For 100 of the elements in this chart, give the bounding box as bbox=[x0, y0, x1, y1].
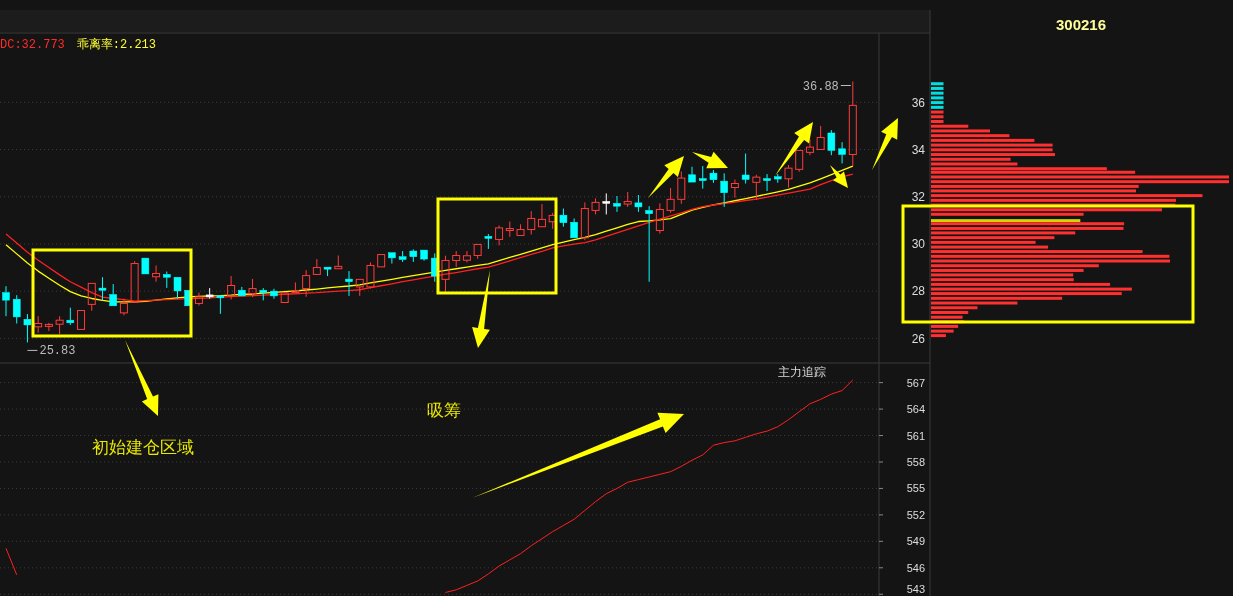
candlestick bbox=[87, 282, 96, 312]
bar bbox=[931, 115, 944, 119]
candlestick bbox=[377, 254, 386, 268]
candlestick bbox=[848, 81, 857, 167]
bar bbox=[931, 329, 954, 333]
bar bbox=[931, 212, 1084, 216]
annotation: 初始建仓区域 bbox=[92, 438, 194, 457]
y-tick-label: 28 bbox=[911, 284, 926, 299]
bar bbox=[931, 259, 1170, 263]
bar bbox=[931, 101, 944, 105]
bar bbox=[931, 254, 1170, 258]
bar bbox=[931, 162, 1018, 166]
candlestick bbox=[2, 285, 10, 317]
bar bbox=[931, 148, 1053, 152]
y-tick-label: 564 bbox=[906, 403, 925, 416]
candlestick bbox=[645, 205, 653, 283]
candlestick bbox=[238, 286, 246, 297]
bar bbox=[931, 105, 944, 109]
y-tick-label: 36 bbox=[911, 95, 926, 110]
candlestick bbox=[741, 153, 750, 185]
y-tick-label: 32 bbox=[911, 190, 926, 205]
candlestick bbox=[613, 195, 621, 213]
candlestick bbox=[527, 210, 536, 236]
candlestick bbox=[816, 125, 825, 151]
candlestick bbox=[838, 141, 846, 164]
bar bbox=[931, 198, 1176, 202]
annotation: 乖离率:2.213 bbox=[76, 37, 157, 52]
text: 300216 bbox=[1055, 16, 1107, 33]
bar bbox=[931, 315, 963, 319]
candlestick bbox=[580, 201, 589, 241]
candlestick bbox=[302, 269, 311, 298]
candlestick bbox=[216, 295, 225, 315]
annotation: 36.88 bbox=[802, 79, 839, 94]
y-tick-label: 558 bbox=[906, 455, 925, 468]
bar bbox=[931, 287, 1132, 291]
bar bbox=[931, 278, 1074, 282]
candlestick bbox=[44, 322, 53, 332]
candlestick bbox=[570, 217, 578, 239]
bar bbox=[931, 222, 1125, 226]
candlestick bbox=[452, 250, 461, 268]
candlestick bbox=[77, 310, 86, 330]
y-tick-label: 546 bbox=[906, 561, 925, 574]
bar bbox=[931, 310, 969, 314]
chart-title: 主力追踪 bbox=[778, 365, 826, 379]
y-tick-label: 552 bbox=[906, 508, 925, 521]
bar bbox=[931, 143, 1053, 147]
bar bbox=[931, 129, 990, 133]
candlestick bbox=[227, 275, 236, 300]
bar bbox=[931, 250, 1143, 254]
candlestick bbox=[388, 252, 396, 265]
bar bbox=[931, 120, 944, 123]
candlestick bbox=[23, 313, 32, 343]
candlestick bbox=[55, 315, 64, 335]
bar bbox=[931, 324, 959, 328]
candlestick bbox=[420, 249, 428, 262]
bar bbox=[931, 134, 1010, 138]
y-tick-label: 543 bbox=[906, 583, 925, 595]
bar bbox=[931, 282, 1111, 286]
bar bbox=[931, 301, 1018, 305]
bar bbox=[931, 138, 1035, 142]
candlestick bbox=[655, 202, 664, 235]
bar bbox=[931, 208, 1162, 212]
candlestick bbox=[98, 276, 107, 301]
candlestick bbox=[334, 255, 343, 270]
bar bbox=[931, 86, 944, 90]
candlestick bbox=[280, 292, 289, 303]
candlestick bbox=[345, 270, 353, 297]
candlestick bbox=[698, 165, 707, 190]
bar bbox=[931, 184, 1139, 188]
candlestick bbox=[66, 307, 75, 326]
candlestick bbox=[537, 203, 546, 228]
candlestick bbox=[462, 250, 471, 263]
y-tick-label: 555 bbox=[906, 482, 925, 495]
bar bbox=[931, 240, 1036, 244]
bar bbox=[931, 268, 1084, 272]
candlestick bbox=[141, 257, 150, 275]
candlestick bbox=[130, 260, 139, 303]
bar bbox=[931, 110, 944, 114]
candlestick bbox=[34, 315, 43, 334]
candlestick bbox=[291, 281, 300, 294]
annotation: DC:32.773 bbox=[0, 38, 65, 52]
bar bbox=[931, 236, 1055, 240]
candlestick bbox=[270, 288, 278, 300]
y-tick-label: 26 bbox=[911, 331, 926, 346]
candlestick bbox=[312, 258, 321, 275]
bar bbox=[931, 175, 1229, 179]
y-tick-label: 549 bbox=[906, 535, 925, 548]
candlestick bbox=[516, 223, 525, 236]
y-tick-label: 30 bbox=[911, 237, 926, 252]
y-tick-label: 34 bbox=[911, 142, 926, 157]
candlestick bbox=[688, 166, 696, 183]
bar bbox=[931, 296, 1063, 300]
annotation: 25.83 bbox=[39, 344, 76, 359]
bar bbox=[931, 194, 1203, 198]
bar bbox=[931, 82, 944, 86]
candlestick bbox=[763, 173, 771, 192]
candlestick bbox=[795, 149, 804, 173]
bar bbox=[931, 96, 944, 100]
y-tick-label: 561 bbox=[906, 429, 925, 442]
candlestick bbox=[805, 138, 814, 156]
